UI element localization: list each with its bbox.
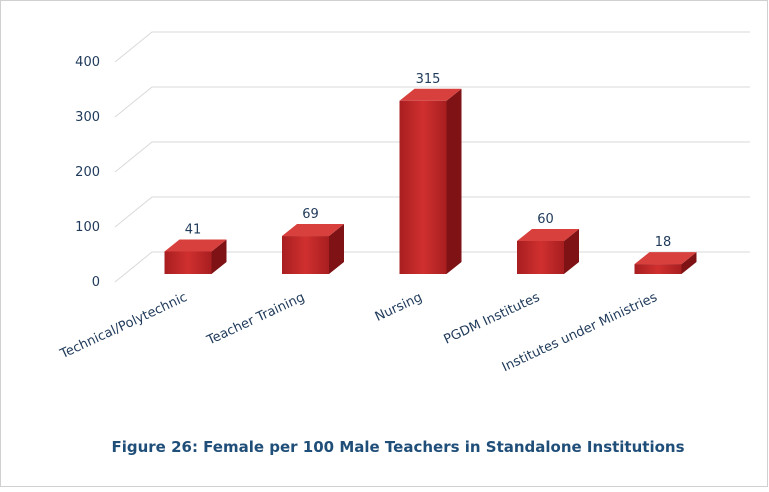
bar-side bbox=[329, 224, 344, 274]
data-label: 315 bbox=[416, 72, 441, 87]
bar-side bbox=[211, 239, 227, 274]
bar-top bbox=[517, 229, 579, 241]
bar-side bbox=[564, 229, 579, 274]
grid-line bbox=[114, 31, 750, 63]
y-tick-label: 0 bbox=[92, 275, 100, 290]
data-label: 69 bbox=[302, 207, 319, 222]
bar-top bbox=[164, 239, 227, 252]
chart-title: Figure 26: Female per 100 Male Teachers … bbox=[111, 438, 684, 456]
grid-line bbox=[114, 86, 750, 118]
data-label: 60 bbox=[537, 212, 554, 227]
bar bbox=[517, 241, 564, 274]
data-label: 18 bbox=[655, 235, 672, 250]
y-tick-label: 200 bbox=[75, 165, 100, 180]
grid-line bbox=[114, 141, 750, 173]
grid-line bbox=[114, 196, 750, 228]
y-tick-label: 300 bbox=[75, 110, 100, 125]
bar-side bbox=[681, 252, 697, 274]
data-label: 41 bbox=[185, 222, 202, 237]
bar-top bbox=[399, 88, 462, 101]
bar bbox=[164, 251, 212, 274]
y-tick-label: 100 bbox=[75, 220, 100, 235]
y-tick-label: 400 bbox=[75, 55, 100, 70]
bar bbox=[282, 236, 329, 274]
bar-top bbox=[282, 224, 344, 237]
bar-top bbox=[634, 252, 697, 265]
bar bbox=[634, 264, 682, 274]
bar bbox=[399, 100, 447, 274]
bar-side bbox=[446, 88, 462, 274]
